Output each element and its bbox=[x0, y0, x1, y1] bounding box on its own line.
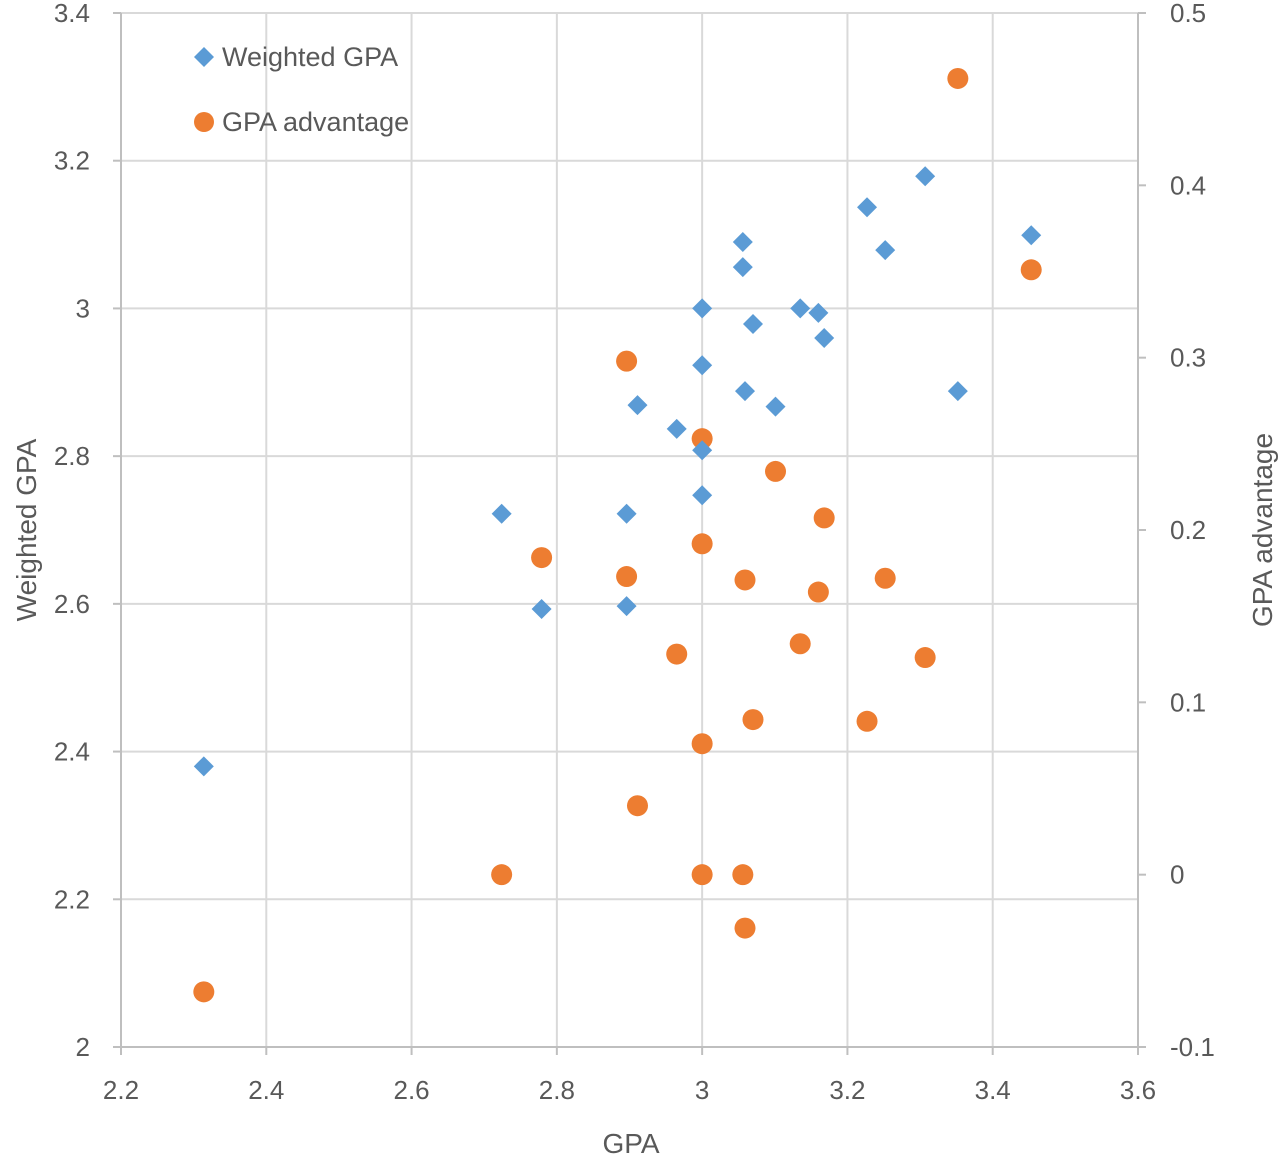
weighted-gpa-point bbox=[857, 197, 878, 218]
y-tick-label: 2.4 bbox=[54, 737, 90, 767]
y2-tick-label: 0.2 bbox=[1170, 515, 1206, 545]
x-tick-label: 3.6 bbox=[1120, 1075, 1156, 1105]
y2-tick-label: 0.5 bbox=[1170, 0, 1206, 28]
x-tick-label: 2.6 bbox=[393, 1075, 429, 1105]
gpa-advantage-point bbox=[1020, 259, 1042, 281]
weighted-gpa-point bbox=[742, 313, 763, 334]
weighted-gpa-point bbox=[531, 599, 552, 620]
gpa-advantage-point bbox=[914, 647, 936, 669]
legend-diamond-marker bbox=[194, 47, 214, 67]
weighted-gpa-point bbox=[814, 327, 835, 348]
y-tick-label: 2 bbox=[76, 1032, 90, 1062]
weighted-gpa-point bbox=[692, 440, 713, 461]
x-tick-label: 2.4 bbox=[248, 1075, 284, 1105]
weighted-gpa-point bbox=[915, 166, 936, 187]
legend-item-weighted-gpa: Weighted GPA bbox=[194, 42, 398, 72]
y-axis-title: Weighted GPA bbox=[11, 438, 42, 621]
x-axis-title: GPA bbox=[602, 1128, 659, 1159]
gpa-advantage-point bbox=[691, 533, 713, 555]
weighted-gpa-point bbox=[947, 381, 968, 402]
y2-tick-label: -0.1 bbox=[1170, 1032, 1215, 1062]
weighted-gpa-point bbox=[616, 596, 637, 617]
y-tick-label: 2.6 bbox=[54, 589, 90, 619]
weighted-gpa-point bbox=[491, 503, 512, 524]
gpa-advantage-point bbox=[813, 507, 835, 529]
legend-label: GPA advantage bbox=[222, 107, 409, 137]
y-tick-label: 3.2 bbox=[54, 146, 90, 176]
y2-tick-label: 0 bbox=[1170, 860, 1184, 890]
gpa-advantage-point bbox=[789, 633, 811, 655]
weighted-gpa-point bbox=[765, 396, 786, 417]
weighted-gpa-point bbox=[692, 298, 713, 319]
gpa-advantage-point bbox=[491, 864, 513, 886]
weighted-gpa-point bbox=[875, 240, 896, 261]
y-tick-label: 2.8 bbox=[54, 441, 90, 471]
gpa-advantage-point bbox=[531, 547, 553, 569]
gpa-advantage-point bbox=[734, 569, 756, 591]
gpa-advantage-point bbox=[874, 567, 896, 589]
gpa-advantage-point bbox=[626, 795, 648, 817]
gpa-advantage-point bbox=[666, 643, 688, 665]
gpa-advantage-point bbox=[691, 864, 713, 886]
x-tick-label: 2.8 bbox=[539, 1075, 575, 1105]
weighted-gpa-point bbox=[666, 418, 687, 439]
weighted-gpa-point bbox=[732, 257, 753, 278]
gpa-advantage-point bbox=[193, 981, 215, 1003]
weighted-gpa-point bbox=[732, 231, 753, 252]
x-tick-label: 3.2 bbox=[829, 1075, 865, 1105]
gpa-advantage-point bbox=[856, 710, 878, 732]
gpa-advantage-point bbox=[807, 581, 829, 603]
weighted-gpa-point bbox=[1021, 225, 1042, 246]
y2-tick-label: 0.4 bbox=[1170, 170, 1206, 200]
weighted-gpa-point bbox=[735, 381, 756, 402]
weighted-gpa-point bbox=[790, 298, 811, 319]
weighted-gpa-point bbox=[808, 302, 829, 323]
x-tick-label: 3 bbox=[695, 1075, 709, 1105]
weighted-gpa-point bbox=[616, 503, 637, 524]
x-tick-label: 3.4 bbox=[975, 1075, 1011, 1105]
gpa-advantage-point bbox=[691, 428, 713, 450]
legend-label: Weighted GPA bbox=[222, 42, 398, 72]
weighted-gpa-point bbox=[627, 395, 648, 416]
gpa-advantage-point bbox=[765, 460, 787, 482]
legend: Weighted GPA GPA advantage bbox=[194, 42, 409, 137]
gpa-advantage-point bbox=[732, 864, 754, 886]
data-points bbox=[193, 67, 1042, 1003]
gpa-advantage-point bbox=[947, 67, 969, 89]
gridlines bbox=[121, 12, 1139, 1047]
y-tick-label: 3.4 bbox=[54, 0, 90, 28]
y2-tick-label: 0.1 bbox=[1170, 687, 1206, 717]
legend-item-gpa-advantage: GPA advantage bbox=[194, 107, 409, 137]
gpa-advantage-point bbox=[616, 566, 638, 588]
gpa-advantage-point bbox=[616, 350, 638, 372]
y-tick-label: 3 bbox=[76, 293, 90, 323]
gpa-advantage-point bbox=[742, 709, 764, 731]
y-tick-label: 2.2 bbox=[54, 884, 90, 914]
weighted-gpa-point bbox=[692, 355, 713, 376]
gpa-advantage-point bbox=[691, 733, 713, 755]
weighted-gpa-point bbox=[692, 485, 713, 506]
y2-axis-title: GPA advantage bbox=[1247, 433, 1278, 627]
y2-tick-label: 0.3 bbox=[1170, 343, 1206, 373]
x-tick-label: 2.2 bbox=[103, 1075, 139, 1105]
legend-circle-marker bbox=[194, 112, 214, 132]
tick-labels: 2.2 2.4 2.6 2.8 3 3.2 3.4 3.6 2 2.2 2.4 2.6 2.8 3 3.2 3… bbox=[54, 0, 1215, 1105]
weighted-gpa-point bbox=[193, 756, 214, 777]
gpa-advantage-point bbox=[734, 917, 756, 939]
axes bbox=[113, 12, 1146, 1055]
